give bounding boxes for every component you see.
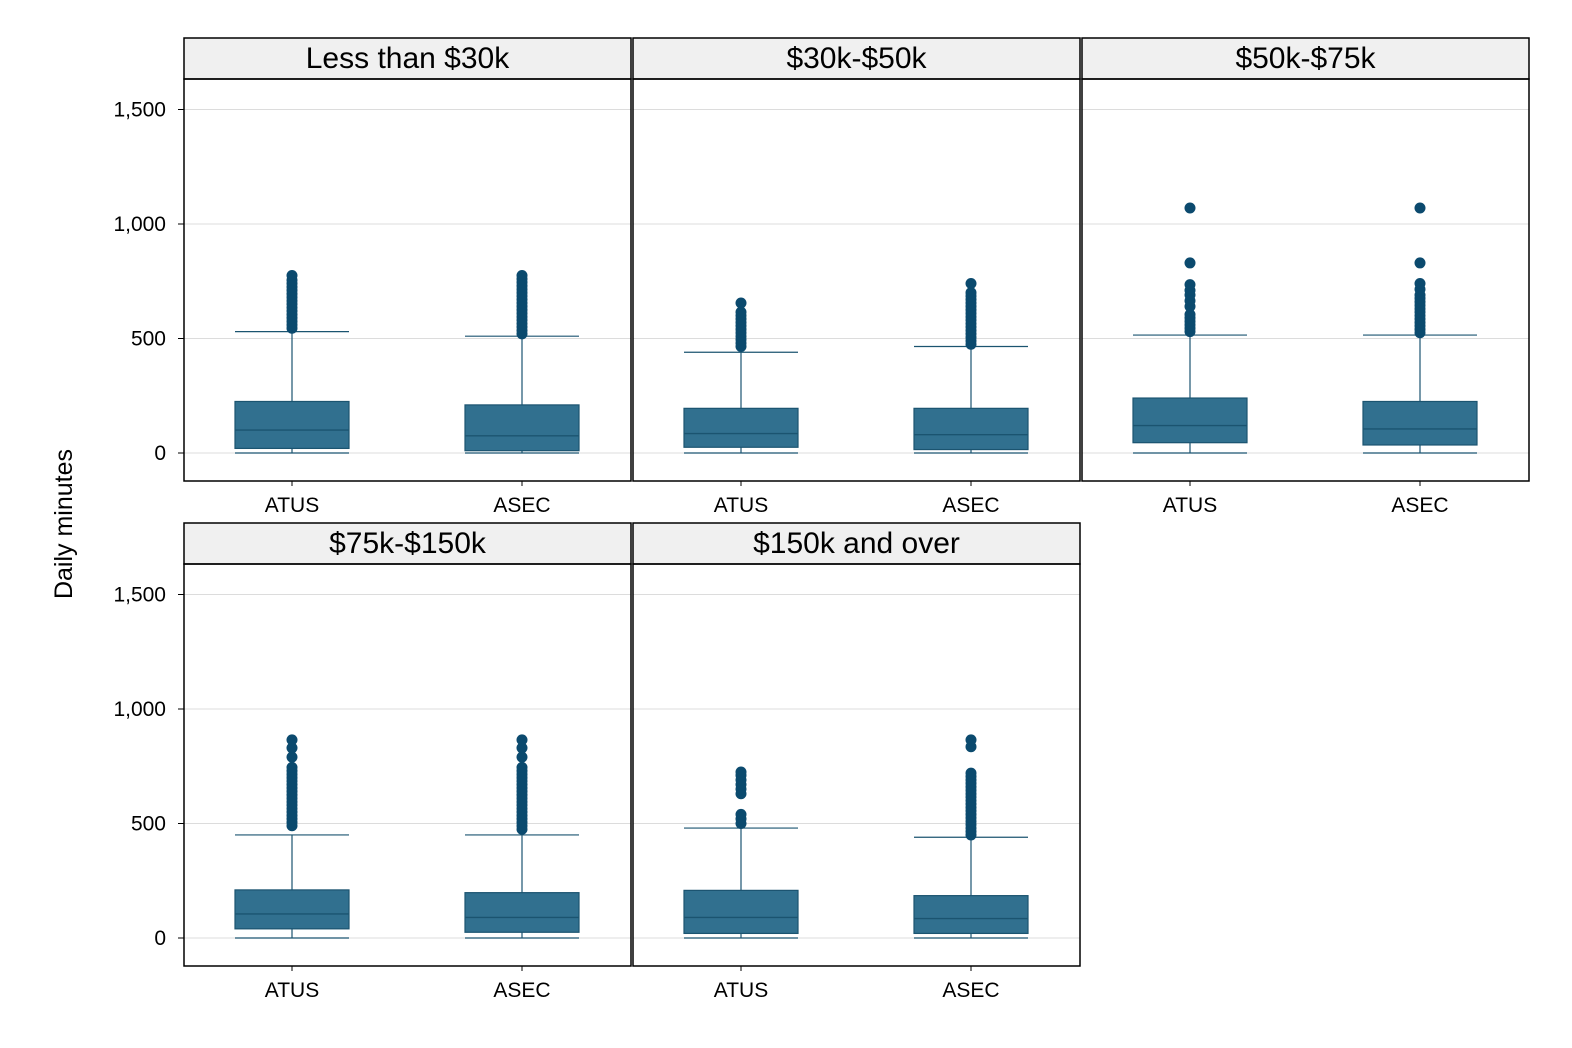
y-tick-label: 1,500 (113, 584, 166, 607)
outlier-point (965, 767, 977, 779)
panel: Less than $30k ATUS ASEC 0 500 1,000 1,500 (113, 37, 632, 517)
outlier-point (1414, 202, 1426, 214)
outlier-point (735, 306, 747, 318)
box-atus (683, 766, 799, 939)
y-tick-label: 1,000 (113, 213, 166, 236)
panel-strip (1081, 37, 1530, 80)
x-tick-label: ATUS (714, 979, 768, 1002)
outlier-point (1184, 202, 1196, 214)
outlier-point (735, 766, 747, 778)
iqr-box (913, 407, 1029, 451)
iqr-box (683, 889, 799, 935)
outlier-point (965, 734, 977, 746)
panels-group: Less than $30k ATUS ASEC 0 500 1,000 1,500 $30k… (113, 37, 1530, 1002)
x-tick-label: ASEC (942, 494, 999, 517)
box-asec (913, 734, 1029, 939)
iqr-box (464, 892, 580, 933)
panel-strip (632, 37, 1081, 80)
outlier-point (735, 297, 747, 309)
panel-title: $30k-$50k (786, 42, 927, 75)
y-tick-label: 500 (131, 813, 166, 836)
outlier-point (286, 761, 298, 773)
outlier-point (286, 751, 298, 763)
box-asec (913, 278, 1029, 454)
box-atus (234, 734, 350, 939)
y-tick-label: 1,000 (113, 698, 166, 721)
outlier-point (965, 278, 977, 290)
y-tick-label: 1,500 (113, 99, 166, 122)
outlier-point (286, 270, 298, 282)
outlier-point (516, 270, 528, 282)
y-tick-label: 500 (131, 328, 166, 351)
iqr-box (464, 404, 580, 452)
iqr-box (1362, 400, 1478, 446)
panel-title: Less than $30k (306, 42, 510, 75)
x-tick-label: ATUS (265, 494, 319, 517)
panel: $75k-$150k ATUS ASEC 0 500 1,000 1,500 (113, 522, 632, 1002)
box-asec (464, 734, 580, 939)
y-tick-label: 0 (154, 442, 166, 465)
x-tick-label: ASEC (942, 979, 999, 1002)
box-asec (1362, 202, 1478, 454)
outlier-point (286, 734, 298, 746)
outlier-point (965, 287, 977, 299)
panel-frame (183, 78, 632, 482)
iqr-box (234, 400, 350, 450)
panel-title: $150k and over (753, 527, 960, 560)
y-axis-title: Daily minutes (50, 449, 78, 599)
outlier-point (1184, 257, 1196, 269)
box-atus (683, 297, 799, 454)
x-tick-label: ATUS (1163, 494, 1217, 517)
outlier-point (516, 751, 528, 763)
outlier-point (516, 734, 528, 746)
panel-strip (632, 522, 1081, 565)
panel-frame (632, 563, 1081, 967)
panel-title: $75k-$150k (329, 527, 487, 560)
x-tick-label: ATUS (714, 494, 768, 517)
x-tick-label: ASEC (493, 494, 550, 517)
outlier-point (1414, 278, 1426, 290)
x-tick-label: ATUS (265, 979, 319, 1002)
outlier-point (1184, 279, 1196, 291)
panel: $50k-$75k ATUS ASEC (1081, 37, 1530, 517)
panel-title: $50k-$75k (1235, 42, 1376, 75)
outlier-point (1184, 308, 1196, 320)
panel-strip (183, 522, 632, 565)
outlier-point (516, 761, 528, 773)
box-asec (464, 270, 580, 454)
x-tick-label: ASEC (1391, 494, 1448, 517)
panel: $150k and over ATUS ASEC (632, 522, 1081, 1002)
box-atus (1132, 202, 1248, 454)
panel: $30k-$50k ATUS ASEC (632, 37, 1081, 517)
outlier-point (286, 742, 298, 754)
x-tick-label: ASEC (493, 979, 550, 1002)
iqr-box (683, 407, 799, 448)
panel-strip (183, 37, 632, 80)
outlier-point (516, 742, 528, 754)
outlier-point (735, 808, 747, 820)
box-atus (234, 270, 350, 454)
outlier-point (1414, 257, 1426, 269)
iqr-box (1132, 397, 1248, 444)
panel-frame (1081, 78, 1530, 482)
panel-frame (183, 563, 632, 967)
iqr-box (234, 889, 350, 930)
panel-frame (632, 78, 1081, 482)
iqr-box (913, 895, 1029, 935)
y-tick-label: 0 (154, 927, 166, 950)
